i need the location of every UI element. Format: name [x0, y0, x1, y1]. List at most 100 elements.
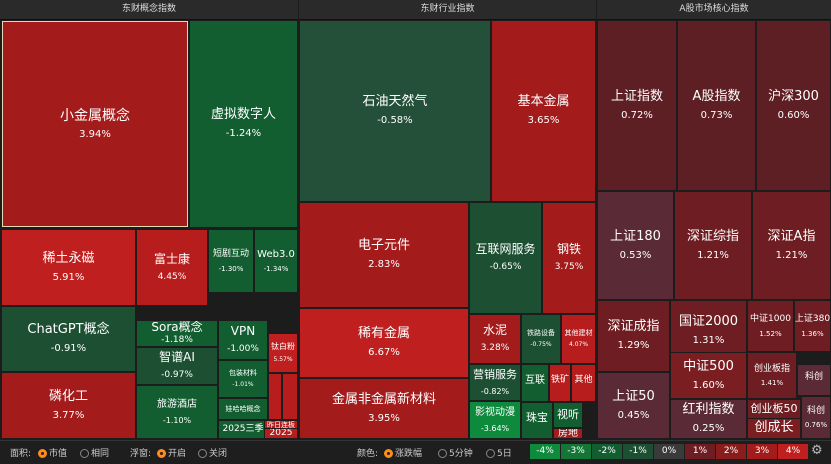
market-tile[interactable]: 深证A指 1.21% — [752, 191, 831, 300]
concept-tile[interactable]: Web3.0 -1.34% — [254, 229, 298, 293]
color-option-5day[interactable]: 5日 — [486, 446, 512, 459]
concept-tile-name: 智谱AI — [159, 350, 195, 365]
concept-tile[interactable]: Sora概念 -1.18% — [136, 320, 218, 347]
industry-tile[interactable]: 影视动漫 -3.64% — [469, 401, 521, 439]
float-option-off[interactable]: 关闭 — [198, 446, 227, 459]
industry-tile[interactable]: 稀有金属 6.67% — [299, 308, 469, 378]
industry-tile-name: 房地 — [558, 428, 578, 439]
radio-on-icon — [38, 449, 47, 458]
market-tile[interactable]: 上证180 0.53% — [597, 191, 674, 300]
color-option-change[interactable]: 涨跌幅 — [384, 446, 422, 459]
market-tile-change: 0.25% — [692, 423, 725, 435]
industry-tile-name: 钢铁 — [556, 242, 581, 257]
float-option-on[interactable]: 开启 — [157, 446, 186, 459]
market-tile-change: 0.76% — [804, 421, 828, 430]
market-tile-change: 1.36% — [801, 329, 824, 338]
industry-tile-change: 3.95% — [368, 412, 400, 424]
concept-tile-change: -1.10% — [162, 415, 192, 425]
concept-tile[interactable]: 旅游酒店 -1.10% — [136, 385, 218, 439]
area-option-market-cap[interactable]: 市值 — [38, 446, 67, 459]
market-tile-name: 上证180 — [610, 228, 661, 244]
market-tile[interactable]: 中证500 1.60% — [670, 352, 747, 399]
industry-tile[interactable]: 珠宝 — [521, 402, 553, 439]
industry-tile[interactable]: 互联 — [521, 364, 549, 402]
concept-tile[interactable] — [282, 373, 298, 420]
radio-on-icon — [157, 449, 166, 458]
industry-tile[interactable]: 房地 — [553, 428, 583, 439]
concept-tile[interactable]: 2025 — [264, 428, 298, 439]
concept-tile[interactable]: 包装材料 -1.01% — [218, 360, 268, 398]
concept-tile[interactable]: 小金属概念 3.94% — [1, 20, 189, 228]
industry-tile[interactable]: 石油天然气 -0.58% — [299, 20, 491, 202]
concept-tile-name: 2025 — [269, 428, 293, 439]
area-option-equal[interactable]: 相同 — [80, 446, 109, 459]
industry-tile[interactable]: 水泥 3.28% — [469, 314, 521, 364]
industry-tile-change: 3.75% — [554, 262, 584, 273]
market-tile-name: 深证成指 — [607, 319, 660, 335]
concept-tile[interactable]: VPN -1.00% — [218, 320, 268, 360]
concept-tile-change: 5.57% — [273, 355, 293, 363]
market-tile-name: 深证综指 — [686, 228, 739, 244]
market-tile[interactable]: 沪深300 0.60% — [756, 20, 831, 191]
concept-tile-change: -1.00% — [227, 344, 259, 355]
industry-tile[interactable]: 营销服务 -0.82% — [469, 364, 521, 401]
concept-tile-name: 昨日连板 — [267, 420, 295, 429]
industry-tile-name: 基本金属 — [517, 94, 570, 110]
market-tile[interactable]: 深证成指 1.29% — [597, 300, 670, 372]
concept-tile[interactable]: 短剧互动 -1.30% — [208, 229, 254, 293]
concept-tile-name: 稀土永磁 — [42, 250, 95, 266]
concept-tile[interactable]: 磷化工 3.77% — [1, 372, 136, 439]
industry-tile-name: 珠宝 — [526, 410, 548, 424]
market-tile-name: 沪深300 — [768, 88, 819, 104]
concept-tile-name: 旅游酒店 — [157, 399, 197, 411]
concept-tile[interactable]: 虚拟数字人 -1.24% — [189, 20, 298, 228]
legend-chip: -2% — [592, 444, 622, 459]
market-tile[interactable]: 中证1000 1.52% — [747, 300, 794, 352]
market-tile[interactable]: A股指数 0.73% — [677, 20, 756, 191]
market-tile[interactable]: 上证指数 0.72% — [597, 20, 677, 191]
industry-tile[interactable]: 电子元件 2.83% — [299, 202, 469, 308]
market-tile[interactable]: 深证综指 1.21% — [674, 191, 752, 300]
concept-tile[interactable]: 富士康 4.45% — [136, 229, 208, 306]
industry-tile[interactable]: 互联网服务 -0.65% — [469, 202, 542, 314]
concept-tile[interactable]: 钛白粉 5.57% — [268, 333, 298, 373]
market-tile[interactable]: 创业板50 — [747, 399, 801, 420]
industry-tile[interactable]: 铁矿 — [549, 364, 571, 402]
market-tile[interactable]: 国证2000 1.31% — [670, 300, 747, 361]
concept-tile[interactable]: 2025三季 — [218, 420, 268, 439]
concept-tile-change: 4.45% — [157, 271, 187, 282]
concept-tile[interactable]: 娃哈哈概念 — [218, 398, 268, 420]
market-tile[interactable]: 创成长 — [747, 418, 801, 439]
industry-tile[interactable]: 其他建材 4.07% — [561, 314, 596, 364]
gear-icon[interactable]: ⚙ — [811, 443, 823, 458]
concept-tile[interactable]: 稀土永磁 5.91% — [1, 229, 136, 306]
market-tile[interactable]: 创业板指 1.41% — [747, 352, 797, 399]
market-tile-name: 中证500 — [683, 358, 734, 374]
concept-tile[interactable]: ChatGPT概念 -0.91% — [1, 306, 136, 372]
concept-tile-name: ChatGPT概念 — [27, 322, 110, 338]
market-tile[interactable]: 科创 0.76% — [801, 396, 831, 439]
market-tile[interactable]: 上证50 0.45% — [597, 372, 670, 439]
industry-tile[interactable]: 钢铁 3.75% — [542, 202, 596, 314]
industry-tile[interactable]: 其他 — [571, 364, 596, 402]
color-option-5min[interactable]: 5分钟 — [438, 446, 473, 459]
industry-tile[interactable]: 基本金属 3.65% — [491, 20, 596, 202]
market-tile-name: 上证380 — [794, 314, 831, 325]
industry-tile-name: 互联 — [525, 374, 545, 386]
industry-tile[interactable]: 视听 — [553, 402, 583, 428]
market-tile-name: 中证1000 — [750, 314, 791, 325]
concept-tile[interactable] — [268, 373, 282, 420]
radio-off-icon — [486, 449, 495, 458]
market-tile-name: 国证2000 — [678, 313, 739, 329]
market-tile-change: 1.52% — [759, 329, 782, 338]
concept-tile[interactable]: 智谱AI -0.97% — [136, 347, 218, 385]
industry-tile[interactable]: 铁路设备 -0.75% — [521, 314, 561, 364]
market-tile[interactable]: 上证380 1.36% — [794, 300, 831, 352]
industry-tile[interactable]: 金属非金属新材料 3.95% — [299, 378, 469, 439]
industry-tile-name: 营销服务 — [473, 368, 517, 382]
industry-tile-name: 水泥 — [482, 323, 507, 338]
concept-tile-change: -1.34% — [263, 265, 289, 274]
market-tile[interactable]: 红利指数 0.25% — [670, 399, 747, 439]
industry-tile-name: 铁矿 — [550, 375, 569, 386]
market-tile[interactable]: 科创 — [797, 364, 831, 396]
